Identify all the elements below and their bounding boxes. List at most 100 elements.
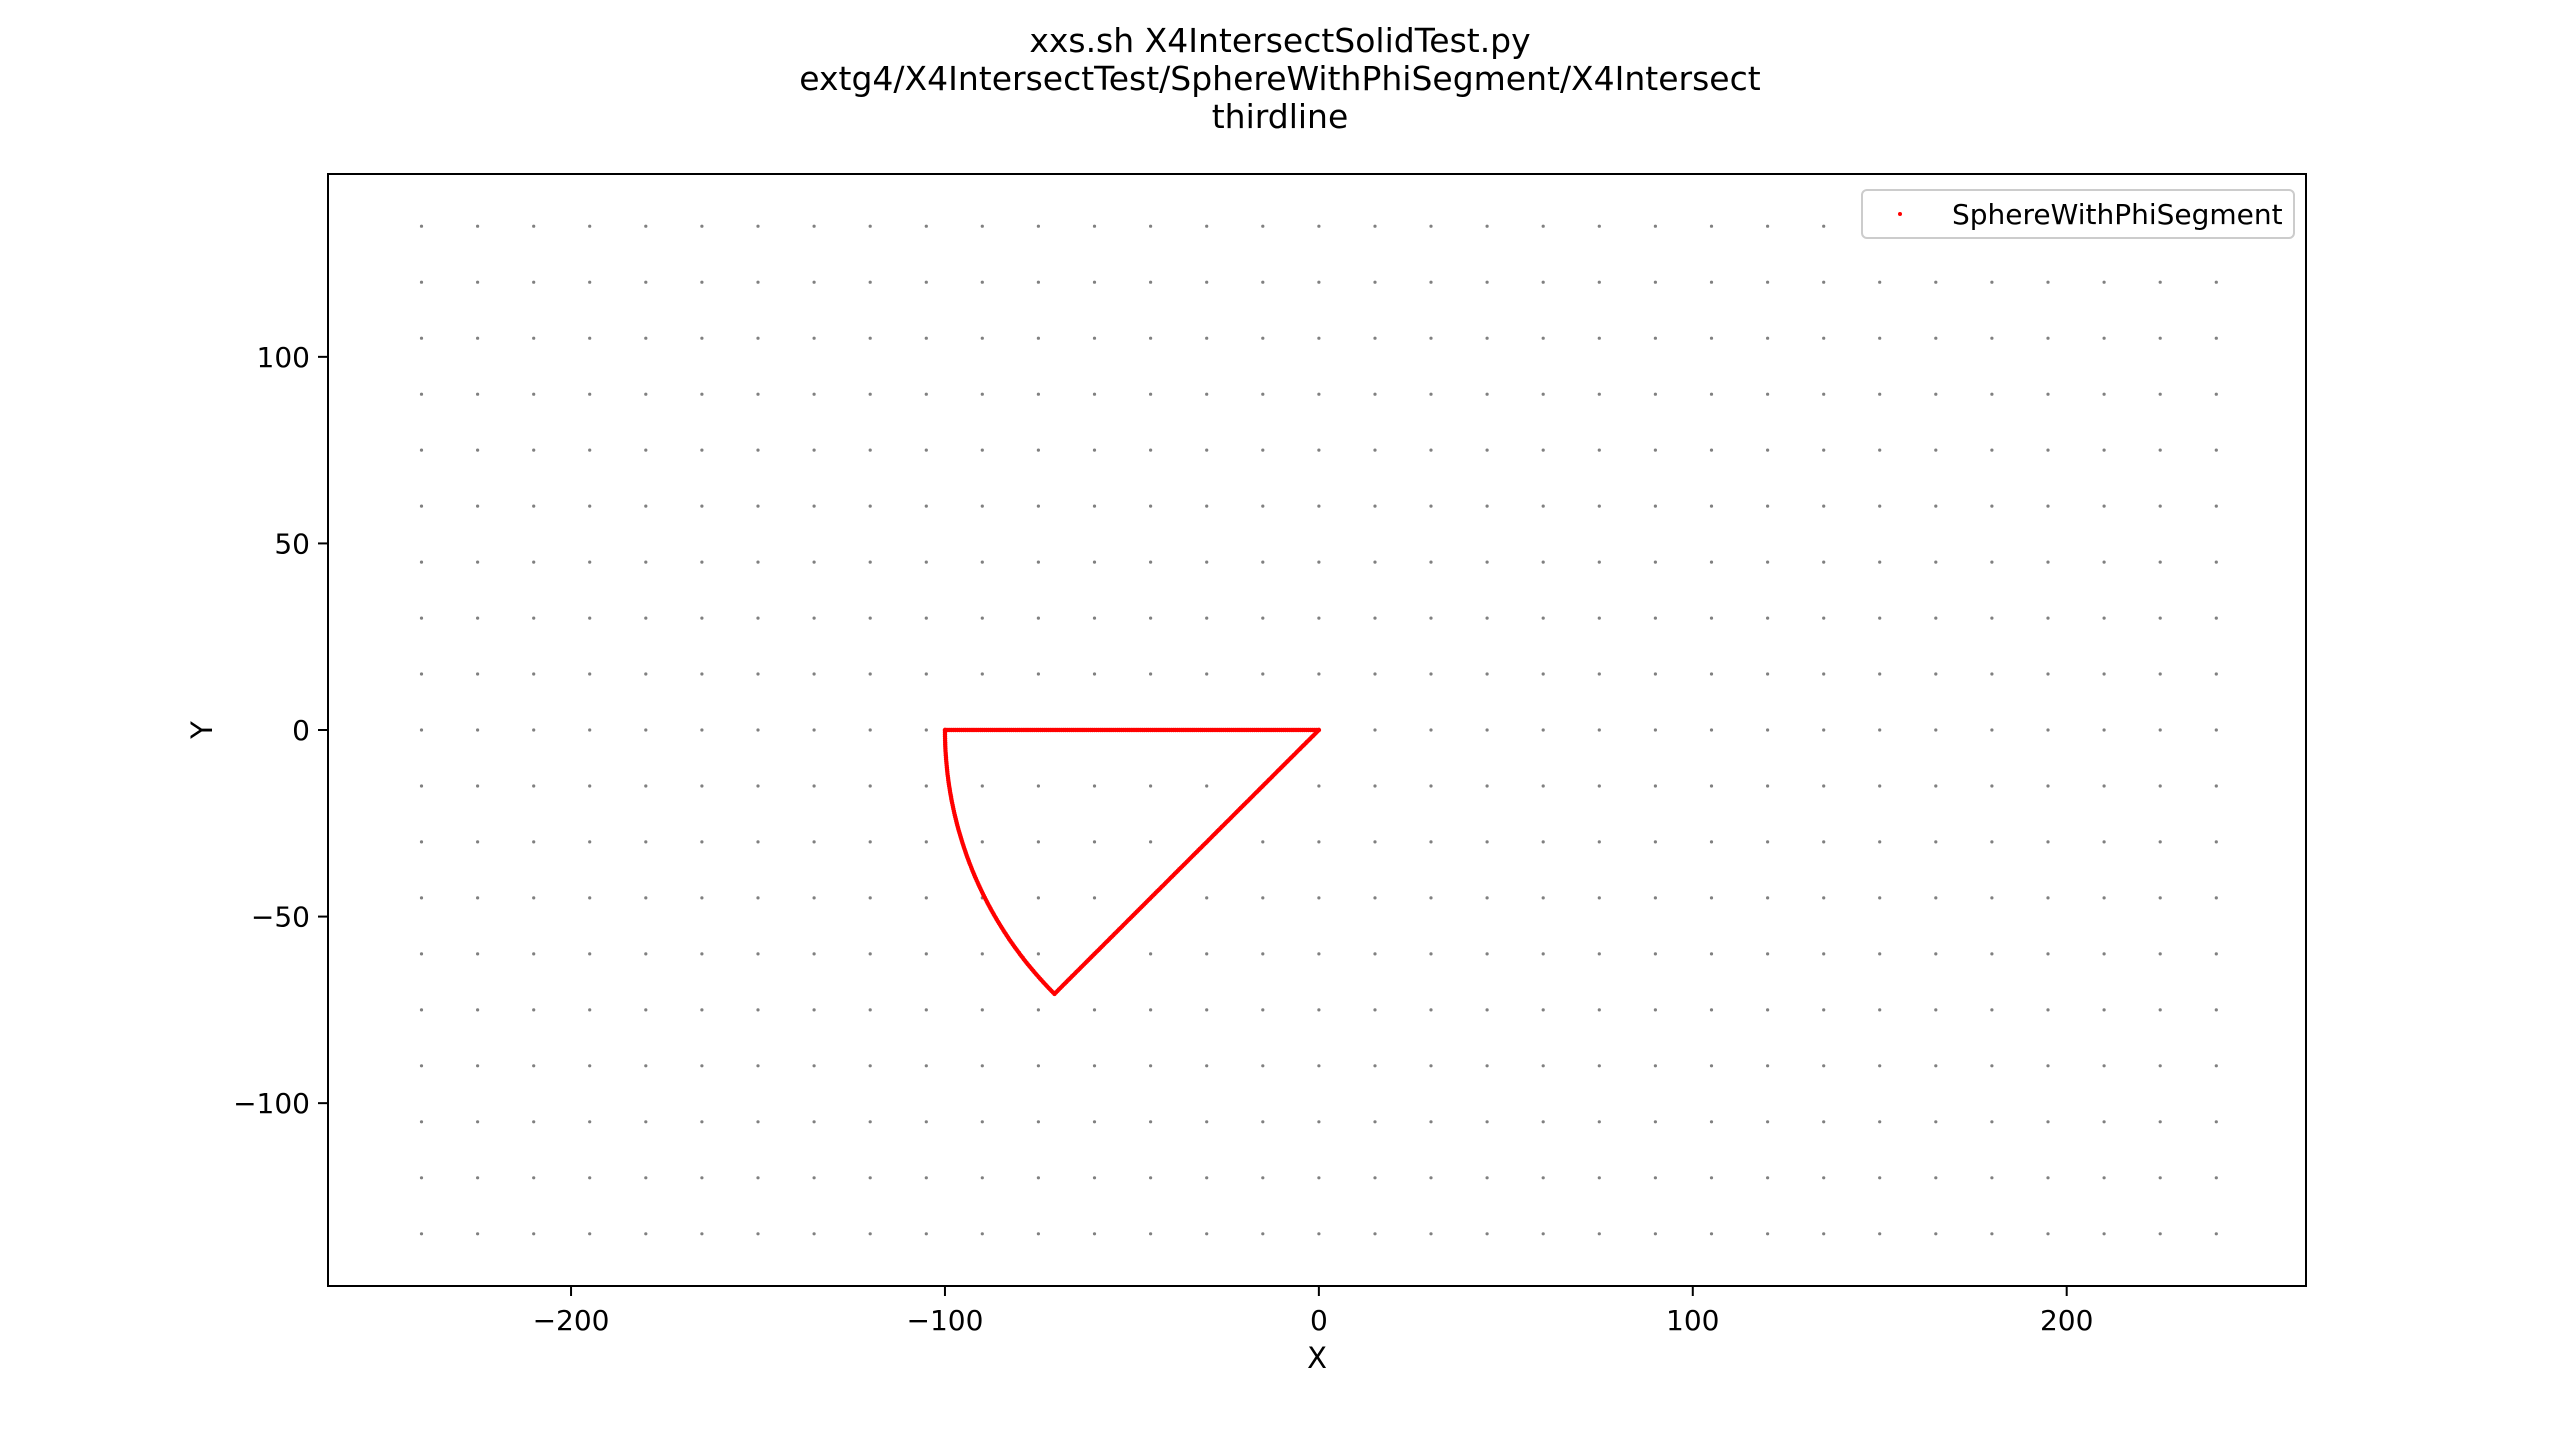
grid-dot <box>1709 560 1714 564</box>
grid-dot <box>1092 896 1097 900</box>
grid-dot <box>1092 504 1097 508</box>
grid-dot <box>1822 280 1826 284</box>
grid-dot <box>2046 1064 2050 1068</box>
grid-dot <box>1261 1008 1265 1012</box>
grid-dot <box>1317 1064 1321 1068</box>
grid-dot <box>532 784 536 788</box>
grid-dot <box>1541 1064 1545 1068</box>
grid-dot <box>1766 1064 1770 1068</box>
grid-dot <box>2102 896 2106 900</box>
grid-dot <box>1541 392 1545 396</box>
grid-dot <box>2214 392 2218 396</box>
grid-dot <box>1990 448 1994 452</box>
grid-dot <box>2214 504 2218 508</box>
grid-dot <box>2214 448 2218 452</box>
grid-dot <box>1261 672 1265 676</box>
grid-dot <box>868 784 872 788</box>
grid-dot <box>588 1008 592 1012</box>
grid-dot <box>1092 560 1097 564</box>
grid-dot <box>1653 1008 1657 1012</box>
grid-dot <box>476 896 480 900</box>
grid-dot <box>812 952 816 956</box>
grid-dot <box>588 1232 592 1236</box>
grid-dot <box>1036 784 1040 788</box>
grid-dot <box>1766 784 1770 788</box>
grid-dot <box>1653 1064 1657 1068</box>
grid-dot <box>2046 896 2050 900</box>
grid-dot <box>588 280 592 284</box>
grid-dot <box>2046 728 2050 732</box>
grid-dot <box>1373 1120 1377 1124</box>
grid-dot <box>1261 392 1265 396</box>
grid-dot <box>1036 280 1040 284</box>
legend-label: SphereWithPhiSegment <box>1952 198 2283 231</box>
grid-dot <box>1934 392 1938 396</box>
legend-box <box>1861 189 2295 239</box>
grid-dot <box>1092 1008 1097 1012</box>
grid-dot <box>419 1120 424 1124</box>
grid-dot <box>2214 896 2218 900</box>
grid-dot <box>476 392 480 396</box>
grid-dot <box>1373 840 1377 844</box>
grid-dot <box>756 952 760 956</box>
grid-dot <box>812 784 816 788</box>
grid-dot <box>1822 896 1826 900</box>
grid-dot <box>1205 784 1209 788</box>
grid-dot <box>1261 504 1265 508</box>
grid-dot <box>476 1064 480 1068</box>
grid-dot <box>1541 1176 1545 1180</box>
grid-dot <box>700 840 704 844</box>
grid-dot <box>700 616 704 620</box>
grid-dot <box>532 1008 536 1012</box>
grid-dot <box>1317 336 1321 340</box>
grid-dot <box>588 1120 592 1124</box>
grid-dot <box>1541 280 1545 284</box>
grid-dot <box>1373 1008 1377 1012</box>
grid-dot <box>2214 728 2218 732</box>
grid-dot <box>1878 952 1882 956</box>
grid-dot <box>924 336 928 340</box>
grid-dot <box>700 448 704 452</box>
grid-dot <box>924 896 928 900</box>
grid-dot <box>924 392 928 396</box>
grid-dot <box>1261 1176 1265 1180</box>
grid-dot <box>756 728 760 732</box>
grid-dot <box>1485 448 1489 452</box>
grid-dot <box>1149 952 1153 956</box>
grid-dot <box>1934 336 1938 340</box>
grid-dot <box>1822 224 1826 228</box>
grid-dot <box>1092 1064 1097 1068</box>
grid-dot <box>1149 1064 1153 1068</box>
grid-dot <box>419 672 424 676</box>
grid-dot <box>1822 784 1826 788</box>
grid-dot <box>2102 952 2106 956</box>
grid-dot <box>1317 504 1321 508</box>
grid-dot <box>812 1008 816 1012</box>
grid-dot <box>476 560 480 564</box>
grid-dot <box>700 896 704 900</box>
grid-dot <box>1709 504 1714 508</box>
grid-dot <box>812 1176 816 1180</box>
grid-dot <box>1934 672 1938 676</box>
grid-dot <box>756 896 760 900</box>
grid-dot <box>1653 840 1657 844</box>
grid-dot <box>980 1176 984 1180</box>
grid-dot <box>1205 336 1209 340</box>
grid-dot <box>532 224 536 228</box>
grid-dot <box>1878 1008 1882 1012</box>
grid-dot <box>1822 616 1826 620</box>
grid-dot <box>1934 448 1938 452</box>
grid-dot <box>868 560 872 564</box>
grid-dot <box>1878 1064 1882 1068</box>
grid-dot <box>756 1176 760 1180</box>
grid-dot <box>1878 616 1882 620</box>
grid-dot <box>1709 1232 1714 1236</box>
grid-dot <box>1205 224 1209 228</box>
grid-dot <box>532 504 536 508</box>
grid-dot <box>644 952 648 956</box>
grid-dot <box>1036 952 1040 956</box>
grid-dot <box>588 560 592 564</box>
grid-dot <box>700 728 704 732</box>
grid-dot <box>1709 392 1714 396</box>
